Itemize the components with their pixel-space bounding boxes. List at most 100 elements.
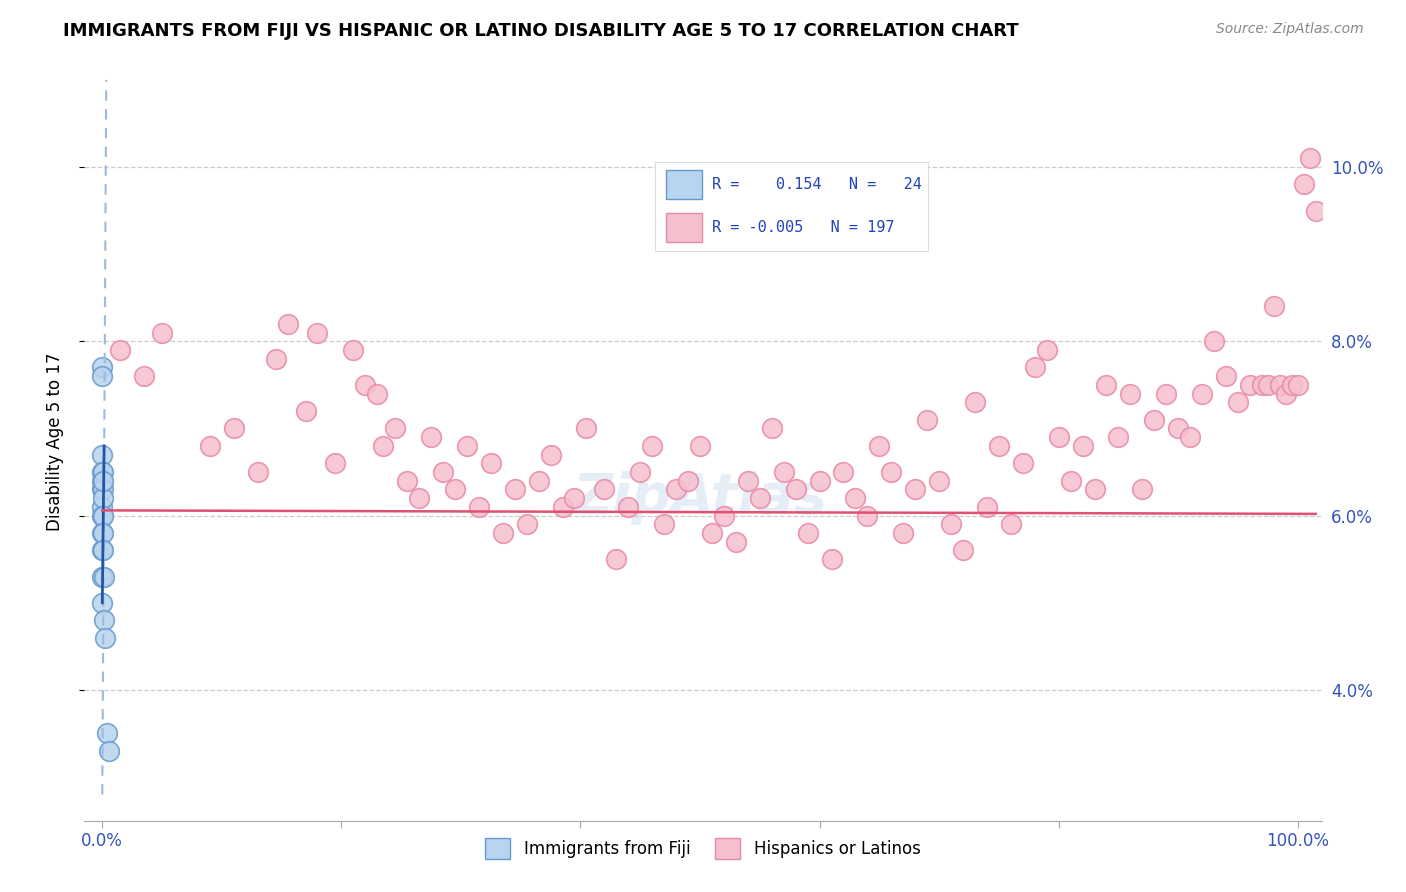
Point (952, 543, 974, 558)
Point (761, 421, 783, 435)
Text: R =    0.154   N =   24: R = 0.154 N = 24 (713, 178, 922, 193)
Point (1292, 178, 1315, 192)
Point (737, 474, 759, 488)
Point (665, 483, 688, 497)
Point (976, 500, 998, 514)
Point (408, 491, 430, 506)
Point (724, 534, 747, 549)
Point (939, 517, 962, 532)
Point (1268, 377, 1291, 392)
Point (785, 483, 807, 497)
Point (91, 474, 114, 488)
Point (134, 369, 156, 384)
Point (325, 456, 347, 470)
Point (456, 439, 478, 453)
Point (641, 439, 664, 453)
Point (91, 526, 114, 541)
Point (1083, 483, 1105, 497)
Point (1035, 343, 1057, 357)
Point (366, 386, 388, 401)
Point (396, 474, 419, 488)
Point (832, 465, 855, 479)
Point (1143, 413, 1166, 427)
Point (97, 744, 120, 758)
Point (844, 491, 866, 506)
Point (904, 483, 927, 497)
Point (1250, 377, 1272, 392)
Point (420, 430, 443, 444)
Point (880, 465, 903, 479)
Point (110, 343, 132, 357)
Point (93, 474, 115, 488)
Point (1059, 474, 1081, 488)
Y-axis label: Disability Age 5 to 17: Disability Age 5 to 17 (45, 352, 63, 531)
Point (93, 631, 115, 645)
Point (1000, 517, 1022, 532)
Point (91, 526, 114, 541)
Point (1071, 439, 1094, 453)
Point (354, 377, 377, 392)
Point (1239, 377, 1261, 392)
Point (700, 526, 723, 541)
Point (96, 726, 118, 740)
Point (91, 369, 114, 384)
Point (1274, 386, 1296, 401)
Point (1226, 395, 1249, 409)
FancyBboxPatch shape (666, 170, 702, 200)
Text: IMMIGRANTS FROM FIJI VS HISPANIC OR LATINO DISABILITY AGE 5 TO 17 CORRELATION CH: IMMIGRANTS FROM FIJI VS HISPANIC OR LATI… (63, 22, 1019, 40)
Point (1215, 369, 1237, 384)
Point (246, 465, 269, 479)
Point (676, 474, 699, 488)
Point (593, 483, 616, 497)
Point (1298, 151, 1320, 165)
Point (796, 526, 818, 541)
Point (264, 351, 287, 366)
Point (617, 500, 640, 514)
Point (373, 439, 395, 453)
Point (1011, 456, 1033, 470)
Point (91, 543, 114, 558)
Point (342, 343, 364, 357)
Point (432, 465, 454, 479)
Point (91, 543, 114, 558)
Point (1047, 430, 1070, 444)
Point (444, 483, 467, 497)
Point (915, 413, 938, 427)
Point (713, 508, 735, 523)
FancyBboxPatch shape (666, 213, 702, 243)
Point (1024, 360, 1046, 375)
Point (91, 500, 114, 514)
Point (516, 517, 538, 532)
Point (540, 448, 562, 462)
Point (277, 317, 299, 331)
Point (384, 421, 406, 435)
Point (868, 439, 890, 453)
Point (628, 465, 651, 479)
Point (689, 439, 711, 453)
Point (91, 465, 114, 479)
Point (987, 439, 1010, 453)
Point (551, 500, 574, 514)
Point (1095, 377, 1118, 392)
Point (652, 517, 675, 532)
Point (1281, 377, 1303, 392)
Point (1191, 386, 1213, 401)
Point (222, 421, 245, 435)
Point (479, 456, 502, 470)
Point (564, 491, 586, 506)
Point (1286, 377, 1309, 392)
Point (575, 421, 598, 435)
Point (605, 552, 627, 566)
Point (93, 613, 115, 627)
Point (808, 474, 831, 488)
Point (91, 483, 114, 497)
Point (963, 395, 986, 409)
Legend: Immigrants from Fiji, Hispanics or Latinos: Immigrants from Fiji, Hispanics or Latin… (479, 831, 927, 865)
Point (294, 404, 316, 418)
Point (772, 465, 794, 479)
Point (1107, 430, 1129, 444)
Point (91, 448, 114, 462)
Point (150, 326, 173, 340)
Point (468, 500, 491, 514)
Point (748, 491, 770, 506)
